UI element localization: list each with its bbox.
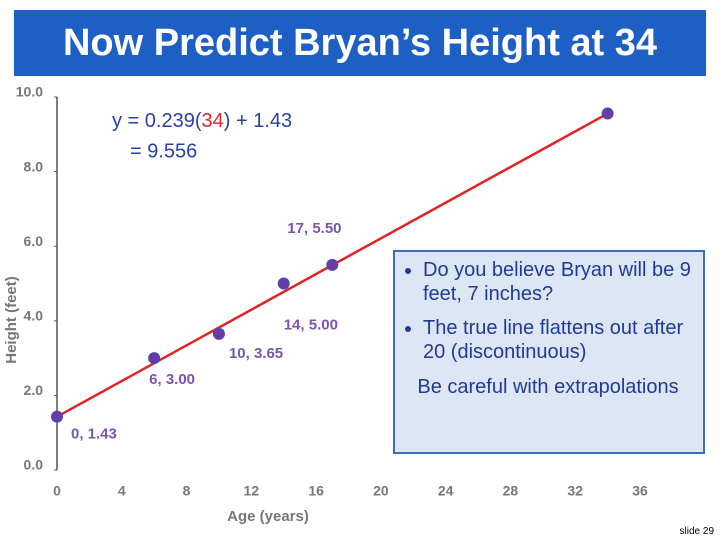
callout: Do you believe Bryan will be 9 feet, 7 i…: [393, 250, 705, 454]
x-tick-label: 12: [244, 483, 260, 499]
x-tick-label: 8: [183, 483, 191, 499]
equation-line1: y = 0.239(34) + 1.43: [112, 110, 292, 132]
data-label: 6, 3.00: [149, 371, 195, 388]
x-tick-label: 0: [53, 483, 61, 499]
y-tick-label: 10.0: [16, 84, 43, 100]
point: [212, 327, 225, 340]
equation-line2: = 9.556: [130, 140, 197, 162]
title: Now Predict Bryan’s Height at 34: [14, 10, 706, 76]
x-tick-label: 36: [632, 483, 648, 499]
point: [277, 277, 290, 290]
data-label: 17, 5.50: [287, 220, 341, 237]
y-tick-label: 0.0: [24, 457, 44, 473]
bullet-list: Do you believe Bryan will be 9 feet, 7 i…: [401, 258, 695, 364]
point: [51, 410, 63, 423]
data-label: 14, 5.00: [284, 316, 338, 333]
bullet: Do you believe Bryan will be 9 feet, 7 i…: [423, 258, 695, 306]
y-axis-label: Height (feet): [3, 276, 20, 364]
x-tick-label: 32: [567, 483, 583, 499]
bullet: The true line flattens out after 20 (dis…: [423, 316, 695, 364]
point: [326, 258, 339, 271]
equation-x: 34: [202, 110, 224, 132]
equation-part: ) + 1.43: [224, 110, 292, 132]
y-tick-label: 4.0: [24, 308, 44, 324]
note: Be careful with extrapolations: [417, 376, 679, 398]
point: [148, 352, 161, 365]
y-tick-label: 2.0: [24, 382, 44, 398]
x-tick-label: 24: [438, 483, 454, 499]
x-tick-label: 28: [503, 483, 519, 499]
y-tick-label: 6.0: [24, 233, 44, 249]
equation-part: y = 0.239(: [112, 110, 202, 132]
x-axis-label: Age (years): [227, 508, 309, 525]
point: [601, 107, 614, 120]
x-tick-label: 20: [373, 483, 389, 499]
slide-number: slide 29: [679, 526, 714, 537]
x-tick-label: 16: [308, 483, 324, 499]
x-tick-label: 4: [118, 483, 126, 499]
y-tick-label: 8.0: [24, 158, 44, 174]
data-label: 10, 3.65: [229, 345, 283, 362]
data-label: 0, 1.43: [71, 426, 117, 443]
